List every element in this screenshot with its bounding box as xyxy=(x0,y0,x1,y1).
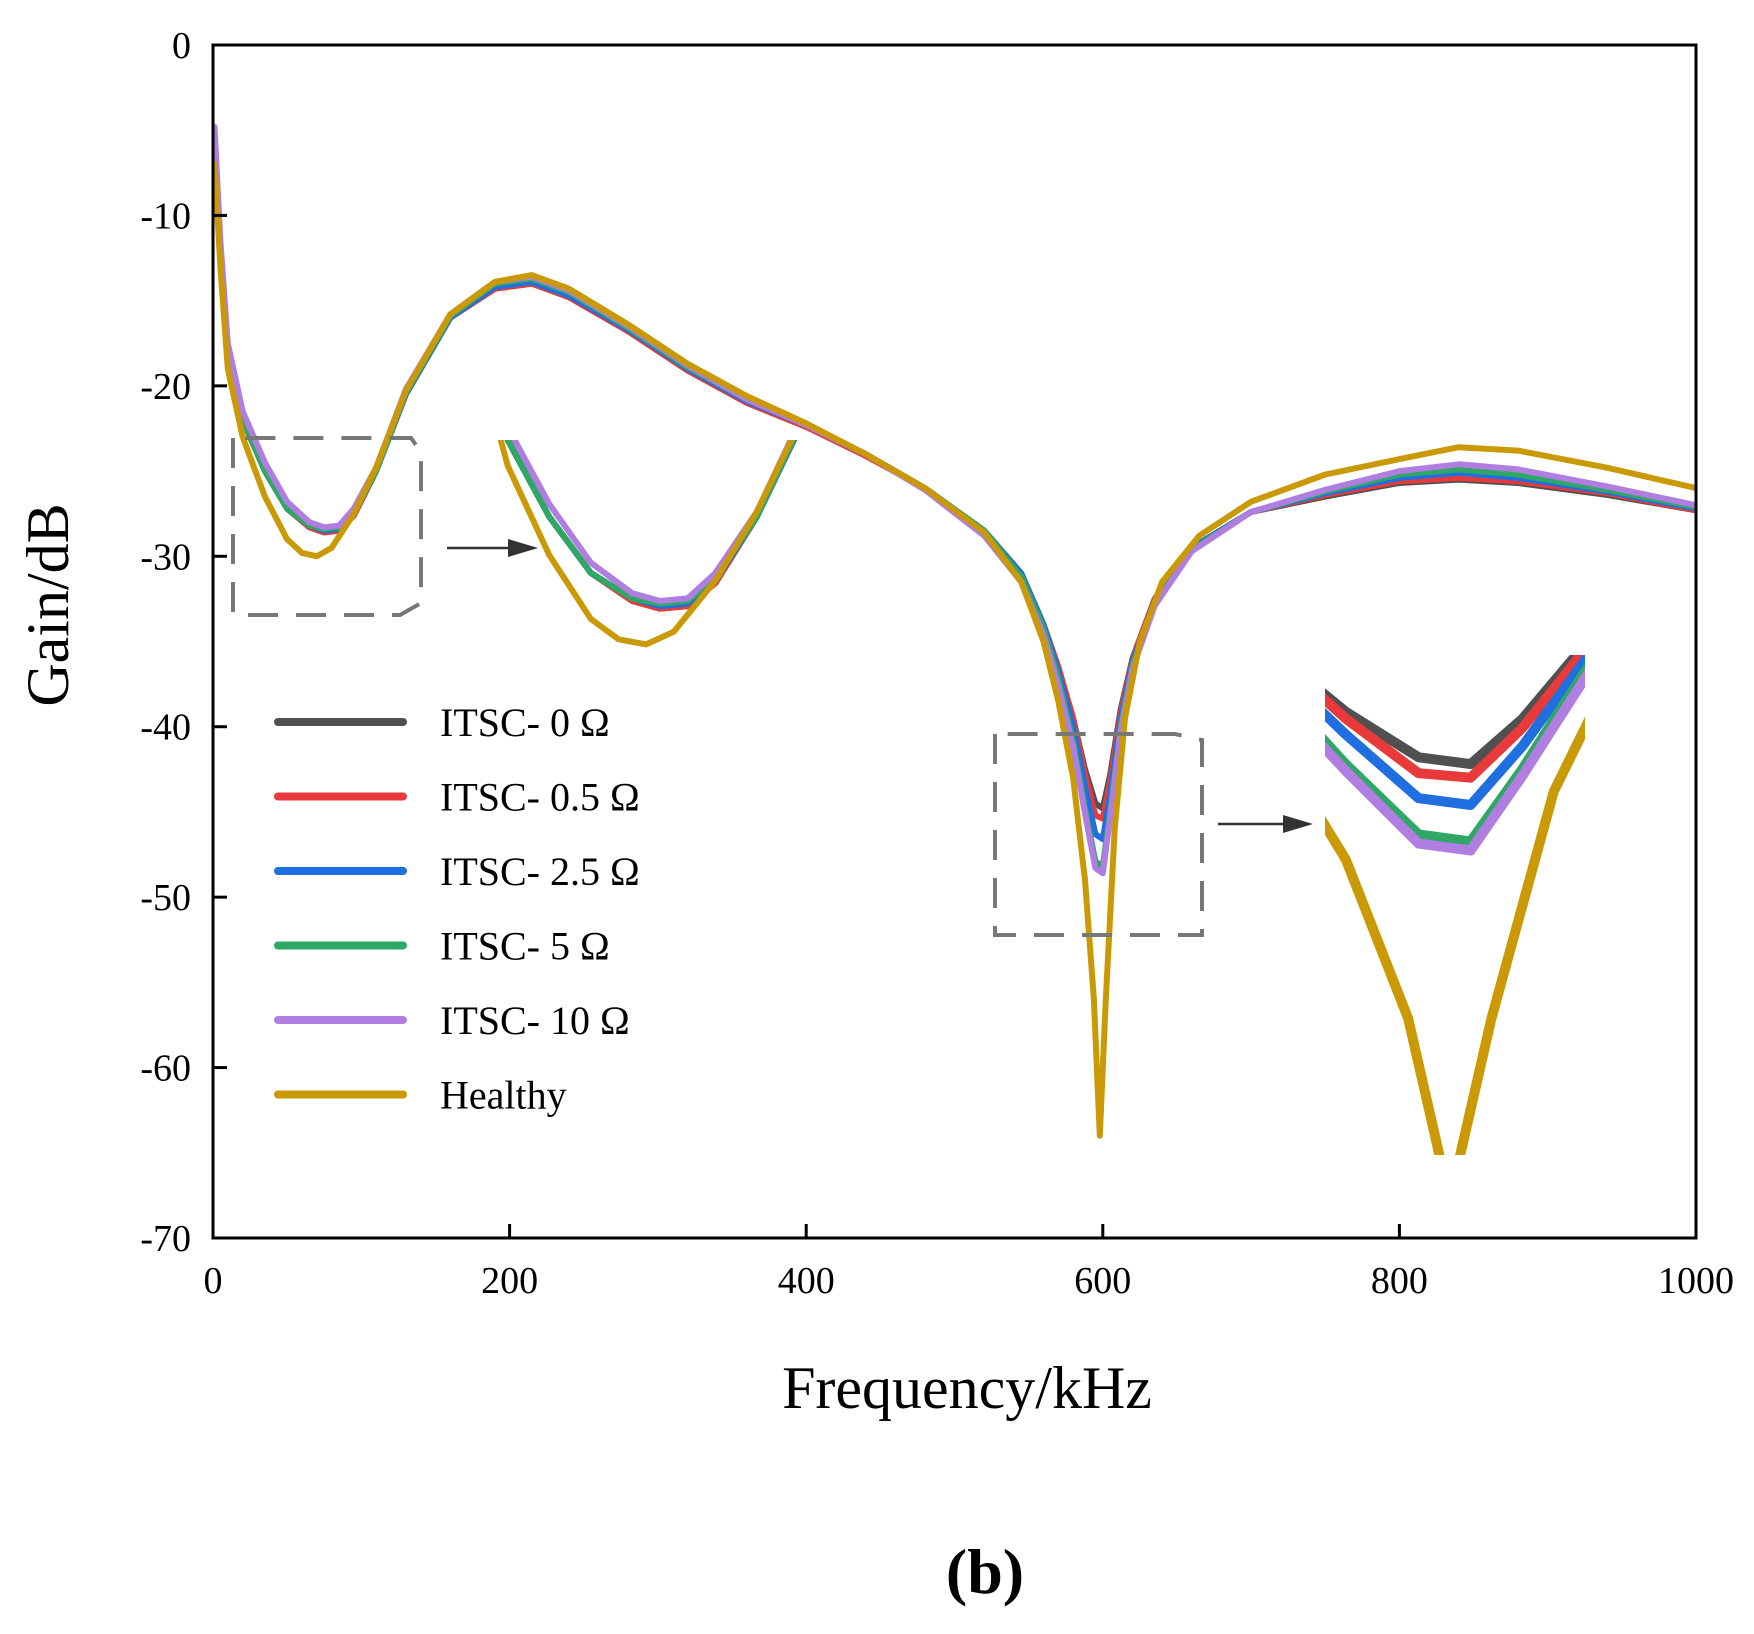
x-tick-label-1: 200 xyxy=(481,1260,538,1302)
zoom-inset-first-dip xyxy=(231,436,798,648)
zoom-box-1 xyxy=(231,436,423,617)
y-tick-label-3: -30 xyxy=(140,536,191,578)
y-axis-title: Gain/dB xyxy=(15,503,81,706)
x-tick-label-4: 800 xyxy=(1371,1260,1428,1302)
x-axis-title: Frequency/kHz xyxy=(782,1355,1152,1421)
y-tick-label-1: -10 xyxy=(140,195,191,237)
y-tick-label-4: -40 xyxy=(140,707,191,749)
legend-label-3: ITSC- 2.5 Ω xyxy=(440,849,640,894)
x-tick-label-5: 1000 xyxy=(1658,1260,1734,1302)
legend-label-1: ITSC- 0 Ω xyxy=(440,700,610,745)
y-tick-label-0: 0 xyxy=(172,25,191,67)
plot-area xyxy=(213,45,1696,1238)
legend: ITSC- 0 Ω ITSC- 0.5 Ω ITSC- 2.5 Ω ITSC- 5 Ω… xyxy=(274,700,640,1118)
legend-label-2: ITSC- 0.5 Ω xyxy=(440,775,640,820)
y-tick-label-2: -20 xyxy=(140,366,191,408)
x-tick-label-0: 0 xyxy=(204,1260,223,1302)
axes-border xyxy=(211,43,1698,1240)
zoom-arrow-head-2 xyxy=(1283,815,1313,833)
zoom-curves-1 xyxy=(497,440,798,648)
zoom-series-line-1-6 xyxy=(497,440,795,648)
y-tick-label-7: -70 xyxy=(140,1218,191,1260)
series-group xyxy=(213,123,1696,1139)
zoom-arrow-head-1 xyxy=(508,539,538,557)
legend-label-6: Healthy xyxy=(440,1073,567,1118)
panel-label: (b) xyxy=(946,1536,1024,1607)
plot-background xyxy=(213,45,1696,1238)
x-tick-label-2: 400 xyxy=(778,1260,835,1302)
x-tick-label-3: 600 xyxy=(1074,1260,1131,1302)
axis-ticks: 0 200 400 600 800 1000 0 -10 -20 -30 -40 -50 -60 -70 xyxy=(140,25,1734,1302)
legend-label-5: ITSC- 10 Ω xyxy=(440,998,630,1043)
zoom-series-line-1-5 xyxy=(511,440,794,604)
y-tick-label-6: -60 xyxy=(140,1048,191,1090)
legend-label-4: ITSC- 5 Ω xyxy=(440,924,610,969)
zoom-inset-resonance-dip xyxy=(993,655,1585,1155)
series-line-6 xyxy=(213,161,1696,1139)
axes-frame xyxy=(211,43,1698,1240)
zoom-box-2 xyxy=(993,732,1204,937)
y-tick-label-5: -50 xyxy=(140,877,191,919)
